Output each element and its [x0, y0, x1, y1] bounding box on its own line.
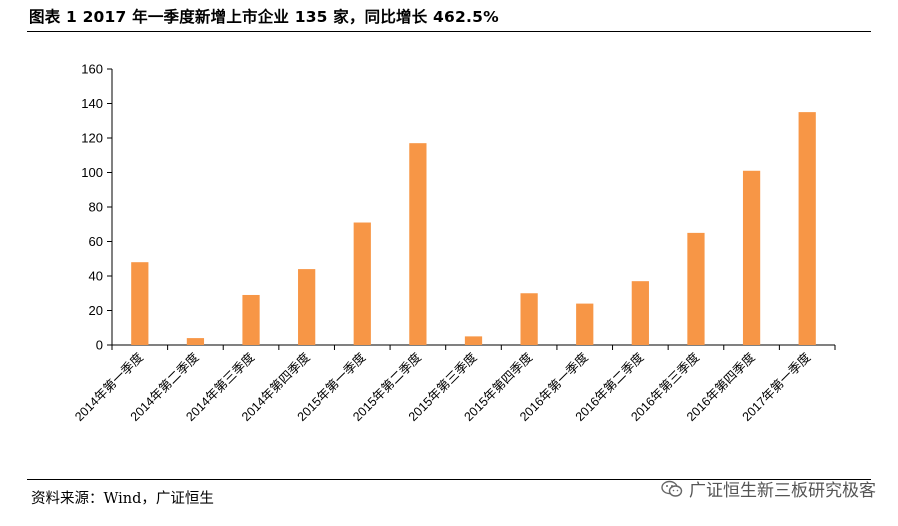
y-tick-label: 60 [89, 234, 103, 249]
x-axis [111, 344, 836, 350]
bar [186, 338, 205, 345]
y-tick-label: 20 [89, 303, 103, 318]
watermark-text: 广证恒生新三板研究极客 [689, 481, 876, 501]
top-divider [27, 31, 871, 32]
y-tick-label: 80 [89, 200, 103, 215]
y-tick-label: 160 [81, 62, 103, 77]
bar [353, 222, 371, 345]
y-tick-label: 140 [81, 96, 103, 111]
chart-title: 图表 1 2017 年一季度新增上市企业 135 家，同比增长 462.5% [29, 8, 499, 26]
y-axis: 0 20 40 60 80 100 120 140 160 [81, 62, 113, 353]
bar [131, 262, 149, 345]
bar [687, 232, 705, 345]
bar-series [131, 112, 816, 345]
watermark: 广证恒生新三板研究极客 [661, 476, 876, 501]
bar [520, 293, 538, 345]
bar [464, 336, 483, 345]
bar [631, 281, 649, 345]
bar [742, 170, 761, 345]
bottom-divider [27, 479, 871, 480]
bar [242, 294, 260, 345]
bar [798, 112, 816, 345]
bar [576, 303, 594, 345]
bar [298, 269, 316, 345]
y-tick-label: 120 [81, 131, 103, 146]
y-tick-label: 40 [89, 269, 103, 284]
y-tick-label: 0 [96, 338, 103, 353]
bar [409, 143, 427, 345]
wechat-icon [661, 480, 683, 497]
category-labels: 2014年第一季度2014年第二季度2014年第三季度2014年第四季度2015… [71, 349, 813, 424]
source-note: 资料来源：Wind，广证恒生 [31, 491, 214, 507]
y-tick-label: 100 [81, 165, 103, 180]
